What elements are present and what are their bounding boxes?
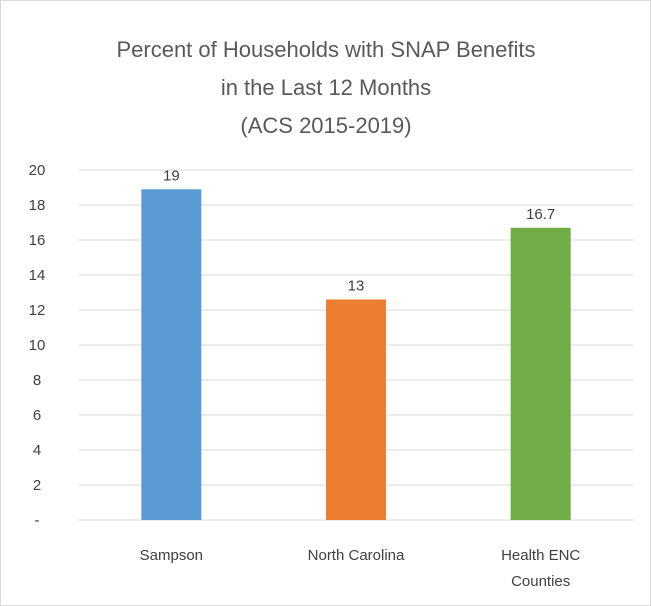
x-category-label: Counties	[511, 573, 570, 590]
y-tick-label: 4	[33, 442, 41, 459]
chart-title-line: (ACS 2015-2019)	[240, 113, 411, 138]
x-axis-category-labels: Sampson North Carolina Health ENC Counties	[140, 547, 581, 590]
data-label: 19	[163, 167, 180, 184]
x-category-label: North Carolina	[308, 547, 405, 564]
chart-title: Percent of Households with SNAP Benefits…	[116, 37, 535, 138]
y-tick-label: 2	[33, 477, 41, 494]
y-tick-label: 18	[29, 197, 46, 214]
y-tick-label: 20	[29, 162, 46, 179]
data-label: 16.7	[526, 206, 555, 223]
bar	[326, 299, 386, 520]
y-tick-label: 12	[29, 302, 46, 319]
y-tick-label: 10	[29, 337, 46, 354]
y-tick-label: 14	[29, 267, 46, 284]
x-category-label: Health ENC	[501, 547, 580, 564]
x-category-label: Sampson	[140, 547, 203, 564]
bar	[141, 189, 202, 520]
chart-title-line: in the Last 12 Months	[221, 75, 431, 100]
y-tick-label: 8	[33, 372, 41, 389]
data-label: 13	[348, 278, 365, 295]
y-tick-label: 6	[33, 407, 41, 424]
bars	[141, 189, 571, 520]
y-tick-label: -	[35, 512, 40, 529]
bar	[510, 227, 571, 520]
y-axis-tick-labels: - 2 4 6 8 10 12 14 16 18 20	[29, 162, 46, 529]
y-tick-label: 16	[29, 232, 46, 249]
chart-title-line: Percent of Households with SNAP Benefits	[116, 37, 535, 62]
data-labels: 19 13 16.7	[163, 167, 555, 294]
